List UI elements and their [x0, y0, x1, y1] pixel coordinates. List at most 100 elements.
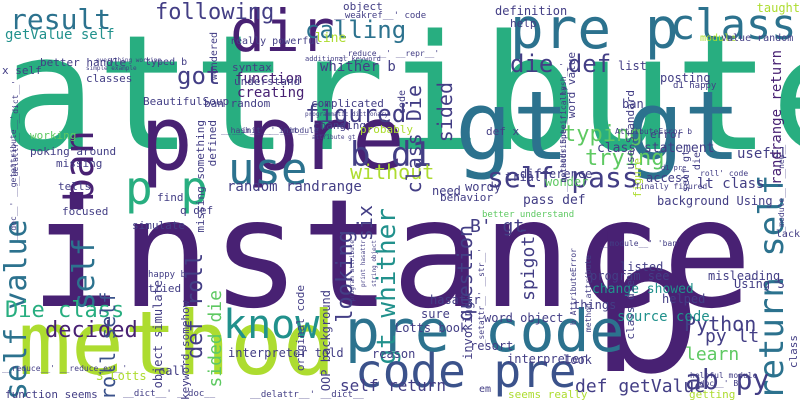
cloud-word-really-powerful: really powerful: [230, 36, 321, 47]
cloud-word-result: result: [10, 3, 112, 36]
cloud-word-b-gt: B' gt: [470, 216, 525, 237]
cloud-word-die: die: [692, 152, 703, 171]
cloud-word-everything-working: everything working: [96, 57, 162, 64]
cloud-word-ab-py: ab py: [685, 363, 770, 396]
cloud-word-use: use: [228, 144, 308, 195]
cloud-word-list: list: [618, 59, 647, 73]
cloud-word-using-s: Using S: [734, 277, 785, 291]
cloud-word-got: got: [177, 62, 221, 90]
cloud-word-listed: listed: [620, 260, 664, 274]
cloud-word-without: without: [350, 160, 435, 184]
cloud-word-getting: getting: [689, 388, 736, 400]
cloud-word-syntax: syntax: [232, 61, 272, 74]
cloud-word-tells: tells: [58, 180, 92, 193]
cloud-word-reason: reason: [372, 347, 416, 361]
cloud-word-methods-specifically: methods Specifically: [559, 86, 568, 183]
cloud-word-simple-example: simple example: [86, 65, 137, 72]
cloud-word-lotts-book: Lotts book: [395, 321, 468, 335]
cloud-word-help: help: [510, 17, 537, 30]
cloud-word-better-handle: better handle: [40, 56, 127, 69]
cloud-word-useful: useful: [737, 146, 788, 162]
cloud-word-classes: classes: [86, 72, 133, 85]
cloud-word-em: em: [479, 384, 492, 395]
cloud-word-need: need: [432, 184, 461, 198]
cloud-word-hash-init: __hash__' __init__': [221, 126, 313, 135]
cloud-word-decided: decided: [45, 318, 138, 343]
cloud-word-dir: dir: [230, 0, 335, 65]
cloud-word-missing: missing: [56, 157, 103, 170]
cloud-word-reduce-reduce-ex: __reduce__' __reduce_ex__': [2, 364, 128, 373]
cloud-word-class-die: class die: [624, 280, 637, 340]
cloud-word-method: method: [18, 292, 336, 395]
cloud-word-figure: figure: [631, 158, 644, 198]
cloud-word-interpreter-told: interpreter told: [228, 346, 344, 360]
cloud-word-source-code: source code: [617, 309, 710, 325]
cloud-word-misleading: misleading: [708, 269, 781, 283]
cloud-word-print-hasattr: print hasattr: [360, 240, 367, 287]
cloud-word-finally-figured: finally figured: [635, 182, 708, 191]
cloud-word-beautifulsoup: BeautifulSoup: [143, 95, 230, 108]
cloud-word-pass-def: pass def: [523, 193, 586, 208]
cloud-word-self-pass: self pass: [487, 161, 639, 194]
cloud-word-understand: understand: [234, 75, 301, 88]
cloud-word-sure: sure: [421, 307, 450, 321]
cloud-word-attribute-gt: attribute gt: [312, 134, 356, 141]
cloud-word-resort: resort: [470, 339, 514, 353]
cloud-word-look: look: [563, 353, 592, 367]
cloud-word-delattr-dict: __delattr__' __dict__': [11, 80, 20, 186]
cloud-word-behavior: behavior: [440, 191, 493, 204]
cloud-word-p-p: p p: [125, 161, 209, 215]
cloud-word-missing-something: missing something: [194, 120, 207, 233]
cloud-word-lt-class: lt class: [697, 176, 765, 192]
cloud-word-function: function: [235, 71, 303, 87]
cloud-word-class: class: [787, 335, 800, 369]
cloud-word-p-pre: p pre: [140, 87, 405, 190]
cloud-word-figured: figured: [305, 100, 407, 128]
cloud-word-attributeerror-b: AttributeError b: [615, 127, 693, 136]
cloud-word-access: access: [646, 171, 690, 185]
cloud-word-helped: helped: [662, 292, 706, 306]
cloud-word-additional-keyword: additional keyword: [305, 55, 381, 63]
cloud-word-pre-code: pre code: [345, 297, 625, 365]
cloud-word-seems-really: seems really: [508, 388, 588, 400]
cloud-word-keyword-somehow: keyword somehow: [179, 300, 192, 400]
cloud-word-whither-b: whither b: [320, 59, 396, 75]
cloud-word-wonder: wonder: [545, 175, 589, 189]
cloud-word-dict-doc: __dict__' __doc__: [123, 389, 216, 399]
cloud-word-x-self: x self: [2, 64, 42, 77]
cloud-word-learn: learn: [685, 344, 740, 365]
cloud-word-def-x: def x: [486, 125, 520, 138]
cloud-word-getvalue-self: getValue self: [5, 27, 115, 43]
cloud-word-b-d1: b d1: [350, 135, 432, 175]
cloud-word-changing: changing: [313, 119, 366, 132]
cloud-word-gt-gt: gt gt: [455, 72, 741, 182]
cloud-word-focused: focused: [62, 205, 109, 218]
cloud-word-change-showed: change showed: [592, 282, 694, 297]
cloud-word-code-pre: code pre: [355, 344, 577, 398]
cloud-word-weakref-code: __weakref__' code: [334, 11, 427, 21]
cloud-word-module-ban: __module__' 'ban': [600, 239, 682, 248]
cloud-word-b: b: [590, 199, 702, 400]
cloud-word-attribute: attribute: [0, 0, 800, 187]
cloud-word-wordy: wordy: [465, 180, 502, 194]
cloud-word-class-statement: class statement: [597, 141, 715, 156]
cloud-word-definition: definition: [495, 4, 568, 18]
cloud-word-roll-code: roll' code: [700, 169, 749, 178]
cloud-word-things: things: [573, 298, 617, 312]
cloud-word-line: line: [315, 31, 347, 46]
cloud-word-die-def: die def: [510, 50, 612, 78]
cloud-word-d1-pre: d1 pre: [661, 164, 687, 172]
cloud-word-taught: taught: [756, 1, 800, 15]
cloud-word-complicated: complicated: [311, 97, 384, 110]
cloud-word-random-randrange: random randrange: [227, 179, 362, 195]
cloud-word-probably: probably: [360, 123, 413, 136]
cloud-word-self-gt: self gt: [681, 150, 692, 193]
cloud-word-better-understand: better understand: [482, 210, 575, 220]
cloud-word-init-module: __init__' __module__': [232, 126, 334, 135]
cloud-word-typing: typing: [563, 122, 643, 147]
cloud-word-instance: instance: [30, 168, 753, 342]
cloud-word-wondered: wondered: [209, 32, 220, 81]
cloud-word-ban: ban: [622, 97, 644, 111]
cloud-word-hasattr: hasattr: [430, 293, 481, 307]
cloud-word-trial: trial: [505, 170, 542, 184]
